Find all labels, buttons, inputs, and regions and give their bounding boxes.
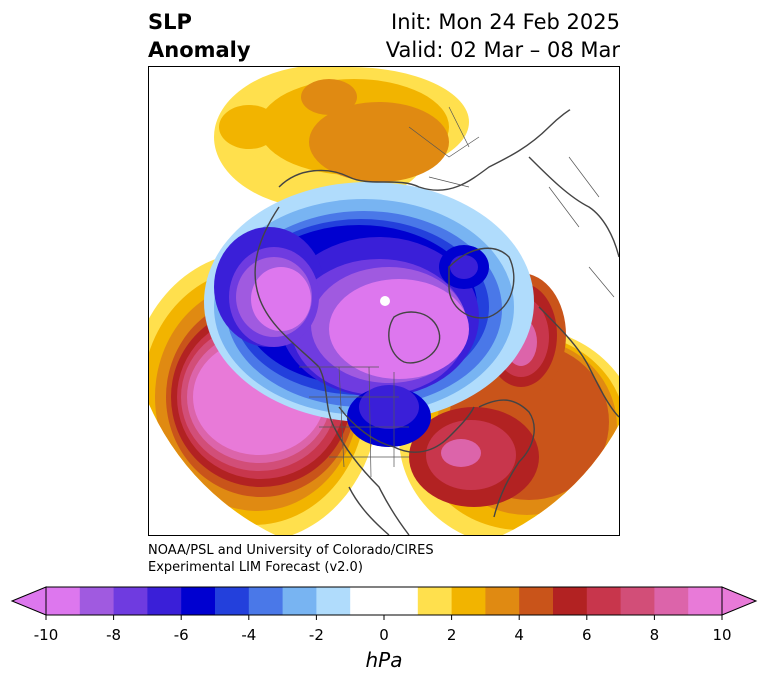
valid-date: Valid: 02 Mar – 08 Mar (385, 38, 620, 62)
colorbar-bin (350, 587, 385, 615)
colorbar-bin (113, 587, 148, 615)
colorbar-bin (79, 587, 115, 615)
colorbar-tick-label: -8 (106, 626, 122, 644)
colorbar-tick-label: -6 (173, 626, 189, 644)
colorbar-tick-label: -2 (308, 626, 324, 644)
colorbar-tick-label: 0 (379, 626, 389, 644)
colorbar-bin (46, 587, 81, 615)
colorbar (10, 586, 758, 620)
colorbar-tick-label: 2 (446, 626, 457, 644)
map-title: SLP Anomaly (148, 8, 251, 64)
colorbar-bin (485, 587, 520, 615)
colorbar-unit: hPa (365, 648, 403, 672)
credit-line-1: NOAA/PSL and University of Colorado/CIRE… (148, 543, 434, 558)
positive-anomaly-europe (214, 67, 469, 209)
political-borders (299, 106, 615, 478)
colorbar-tick-label: -4 (241, 626, 257, 644)
init-date: Init: Mon 24 Feb 2025 (391, 10, 620, 34)
colorbar-bin (282, 587, 317, 615)
colorbar-tick-label: 6 (582, 626, 592, 644)
forecast-dates: Init: Mon 24 Feb 2025 Valid: 02 Mar – 08… (386, 8, 620, 64)
colorbar-tick-marks (45, 615, 723, 620)
colorbar-bin (215, 587, 250, 615)
colorbar-bin (147, 587, 182, 615)
colorbar-bin (316, 587, 351, 615)
colorbar-bin (620, 587, 655, 615)
negative-anomaly-arctic (204, 182, 534, 447)
colorbar-bin (181, 587, 216, 615)
anomaly-map (148, 66, 620, 536)
title-line-2: Anomaly (148, 38, 251, 62)
title-line-1: SLP (148, 10, 192, 34)
colorbar-max-arrow (721, 586, 758, 616)
credit-line-2: Experimental LIM Forecast (v2.0) (148, 560, 363, 575)
colorbar-bin (519, 587, 554, 615)
colorbar-bin (384, 587, 419, 615)
colorbar-bins (46, 587, 723, 615)
colorbar-bin (688, 587, 723, 615)
anomaly-map-canvas (149, 67, 619, 535)
north-pole-marker (380, 296, 390, 306)
colorbar-tick-label: 10 (712, 626, 732, 644)
colorbar-bin (654, 587, 689, 615)
colorbar-tick-label: -10 (33, 626, 59, 644)
colorbar-bin (586, 587, 622, 615)
colorbar-bin (248, 587, 284, 615)
colorbar-bin (451, 587, 486, 615)
colorbar-bin (553, 587, 588, 615)
colorbar-tick-label: 4 (514, 626, 524, 644)
colorbar-bin (417, 587, 453, 615)
colorbar-min-arrow (10, 586, 47, 616)
credit-text: NOAA/PSL and University of Colorado/CIRE… (148, 542, 434, 576)
colorbar-tick-label: 8 (649, 626, 660, 644)
